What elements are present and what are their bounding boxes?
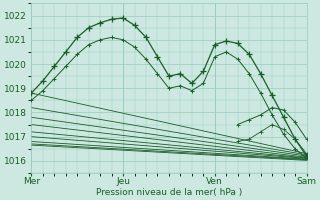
X-axis label: Pression niveau de la mer( hPa ): Pression niveau de la mer( hPa ) bbox=[96, 188, 242, 197]
